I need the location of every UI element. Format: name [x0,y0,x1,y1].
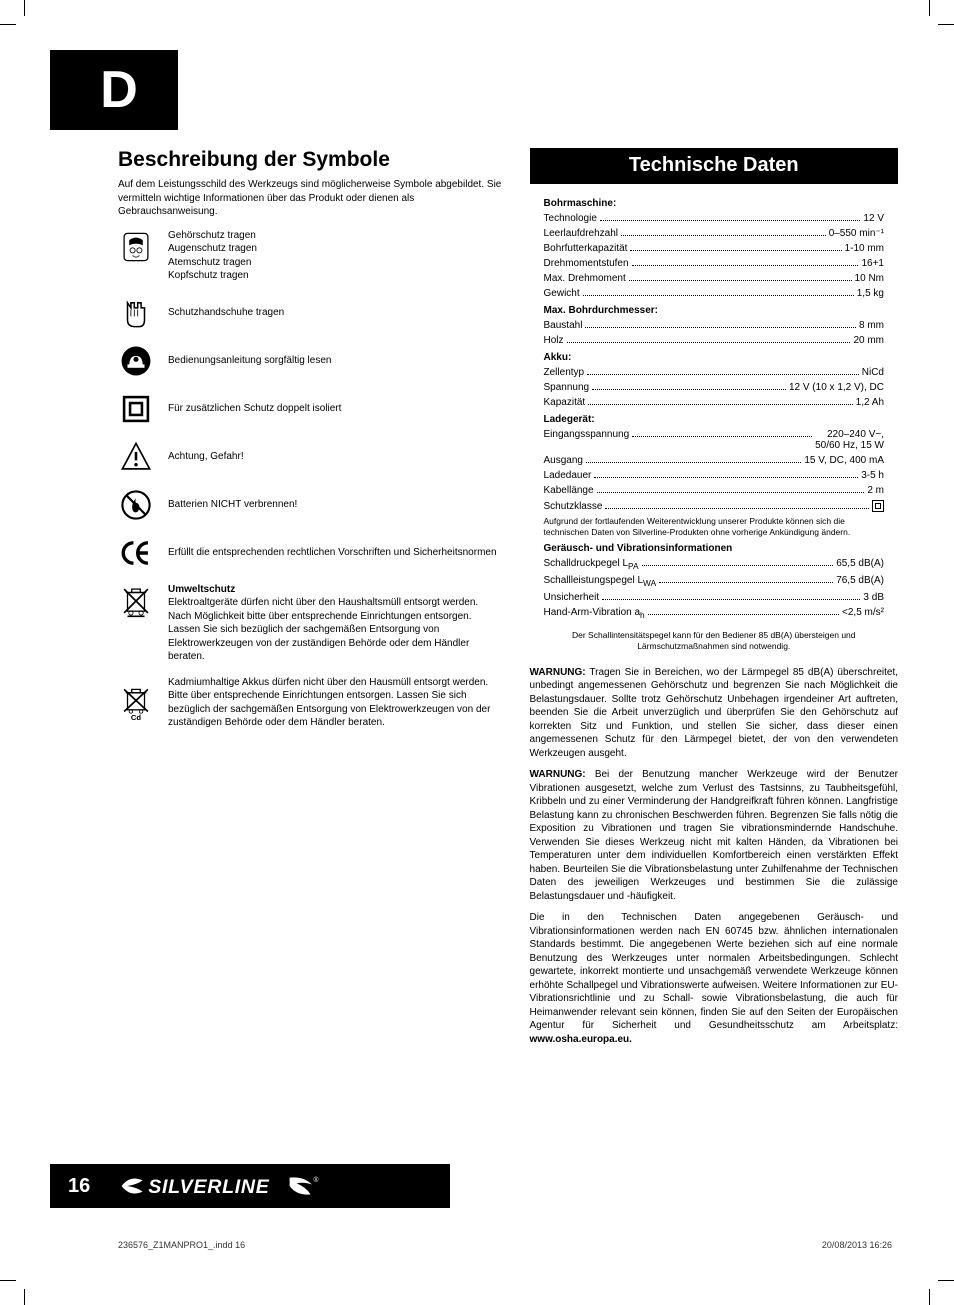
symbols-intro: Auf dem Leistungsschild des Werkzeugs si… [118,178,502,219]
spec-heading: Akku: [544,352,884,363]
svg-text:SILVERLINE: SILVERLINE [148,1176,270,1198]
spec-row: Baustahl8 mm [544,320,884,331]
symbol-row-no-burn: Batterien NICHT verbrennen! [118,487,502,523]
symbol-text: UmweltschutzElektroaltgeräte dürfen nich… [168,583,502,664]
spec-row: Ladedauer3-5 h [544,470,884,481]
symbol-row-cd: Cd Kadmiumhaltige Akkus dürfen nicht über… [118,676,502,730]
footer-bar: 16 SILVERLINE ® [50,1164,450,1208]
symbol-row-weee: UmweltschutzElektroaltgeräte dürfen nich… [118,583,502,664]
symbol-text: Achtung, Gefahr! [168,450,244,464]
spec-heading: Max. Bohrdurchmesser: [544,305,884,316]
ppe-icon [118,229,154,265]
warning-icon [118,439,154,475]
spec-row: Kapazität1,2 Ah [544,397,884,408]
double-insulated-icon [118,391,154,427]
symbols-title: Beschreibung der Symbole [118,148,502,172]
spec-row: Spannung12 V (10 x 1,2 V), DC [544,382,884,393]
spec-row: Leerlaufdrehzahl0–550 min⁻¹ [544,228,884,239]
symbol-text: Bedienungsanleitung sorgfältig lesen [168,354,331,368]
svg-text:Cd: Cd [131,713,142,720]
brand-logo: SILVERLINE ® [106,1172,336,1200]
spec-row: Holz20 mm [544,335,884,346]
spec-note-1: Aufgrund der fortlaufenden Weiterentwick… [544,516,884,537]
manual-icon [118,343,154,379]
symbol-row-manual: Bedienungsanleitung sorgfältig lesen [118,343,502,379]
spec-heading: Bohrmaschine: [544,198,884,209]
spec-row: Ausgang15 V, DC, 400 mA [544,455,884,466]
no-burn-icon [118,487,154,523]
symbol-text: Für zusätzlichen Schutz doppelt isoliert [168,402,341,416]
spec-row: Max. Drehmoment10 Nm [544,273,884,284]
symbol-text: Gehörschutz tragenAugenschutz tragenAtem… [168,229,257,283]
warning-paragraph: WARNUNG: Tragen Sie in Bereichen, wo der… [530,666,898,761]
language-tab: D [50,50,178,130]
noise-row: Hand-Arm-Vibration ah<2,5 m/s² [544,607,884,620]
symbol-row-ppe: Gehörschutz tragenAugenschutz tragenAtem… [118,229,502,283]
symbol-text: Batterien NICHT verbrennen! [168,498,297,512]
symbol-row-gloves: Schutzhandschuhe tragen [118,295,502,331]
spec-row: ZellentypNiCd [544,367,884,378]
symbol-row-ce: Erfüllt die entsprechenden rechtlichen V… [118,535,502,571]
tech-data-title: Technische Daten [530,148,898,184]
symbol-text: Schutzhandschuhe tragen [168,306,284,320]
svg-text:®: ® [314,1176,320,1184]
noise-row: Schallleistungspegel LWA76,5 dB(A) [544,575,884,588]
weee-icon [118,583,154,619]
symbol-row-double-insulated: Für zusätzlichen Schutz doppelt isoliert [118,391,502,427]
spec-row: Technologie12 V [544,213,884,224]
noise-heading: Geräusch- und Vibrationsinformationen [544,543,884,554]
spec-row: Eingangsspannung220–240 V~,50/60 Hz, 15 … [544,429,884,451]
spec-row: Kabellänge2 m [544,485,884,496]
spec-row: Gewicht1,5 kg [544,288,884,299]
footer-date: 20/08/2013 16:26 [822,1240,892,1250]
page-number: 16 [68,1175,90,1198]
spec-note-2: Der Schallintensitätspegel kann für den … [544,630,884,651]
ce-icon [118,535,154,571]
noise-row: Unsicherheit3 dB [544,592,884,603]
spec-row: Bohrfutterkapazität1-10 mm [544,243,884,254]
symbol-row-warning: Achtung, Gefahr! [118,439,502,475]
cd-icon: Cd [118,685,154,721]
noise-row: Schalldruckpegel LPA65,5 dB(A) [544,558,884,571]
spec-row: Drehmomentstufen16+1 [544,258,884,269]
gloves-icon [118,295,154,331]
footer-file: 236576_Z1MANPRO1_.indd 16 [118,1240,245,1250]
spec-row: Schutzklasse [544,500,884,512]
spec-heading: Ladegerät: [544,414,884,425]
warning-paragraph: WARNUNG: Bei der Benutzung mancher Werkz… [530,768,898,903]
symbol-text: Kadmiumhaltige Akkus dürfen nicht über d… [168,676,502,730]
symbol-text: Erfüllt die entsprechenden rechtlichen V… [168,546,497,560]
warning-paragraph: Die in den Technischen Daten angegebenen… [530,911,898,1046]
